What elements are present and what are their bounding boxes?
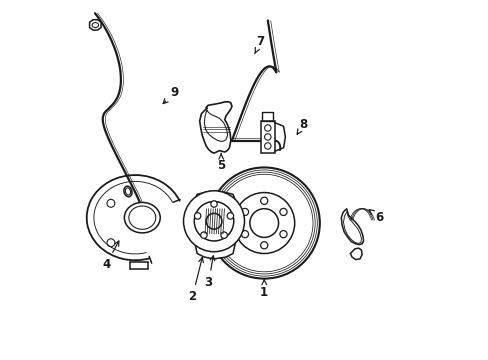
Circle shape <box>206 213 222 229</box>
Text: 9: 9 <box>163 86 178 104</box>
Circle shape <box>210 201 217 207</box>
Circle shape <box>227 213 233 219</box>
Ellipse shape <box>92 23 99 28</box>
Ellipse shape <box>124 202 160 233</box>
Text: 5: 5 <box>217 154 225 172</box>
Text: 7: 7 <box>254 35 264 54</box>
Circle shape <box>183 191 244 252</box>
Text: 6: 6 <box>368 210 382 224</box>
Ellipse shape <box>123 186 132 197</box>
Polygon shape <box>349 248 362 260</box>
Text: 4: 4 <box>102 241 119 271</box>
Circle shape <box>194 202 233 241</box>
Polygon shape <box>341 209 363 244</box>
Ellipse shape <box>128 206 155 229</box>
Text: 8: 8 <box>297 118 307 134</box>
Polygon shape <box>193 191 236 259</box>
Ellipse shape <box>125 188 130 195</box>
Polygon shape <box>89 20 101 30</box>
Text: 1: 1 <box>260 280 268 300</box>
Circle shape <box>221 232 227 238</box>
Circle shape <box>200 232 207 238</box>
Polygon shape <box>343 211 361 243</box>
Circle shape <box>194 213 201 219</box>
Text: 3: 3 <box>204 256 214 289</box>
Polygon shape <box>261 121 274 153</box>
Text: 2: 2 <box>188 257 203 303</box>
